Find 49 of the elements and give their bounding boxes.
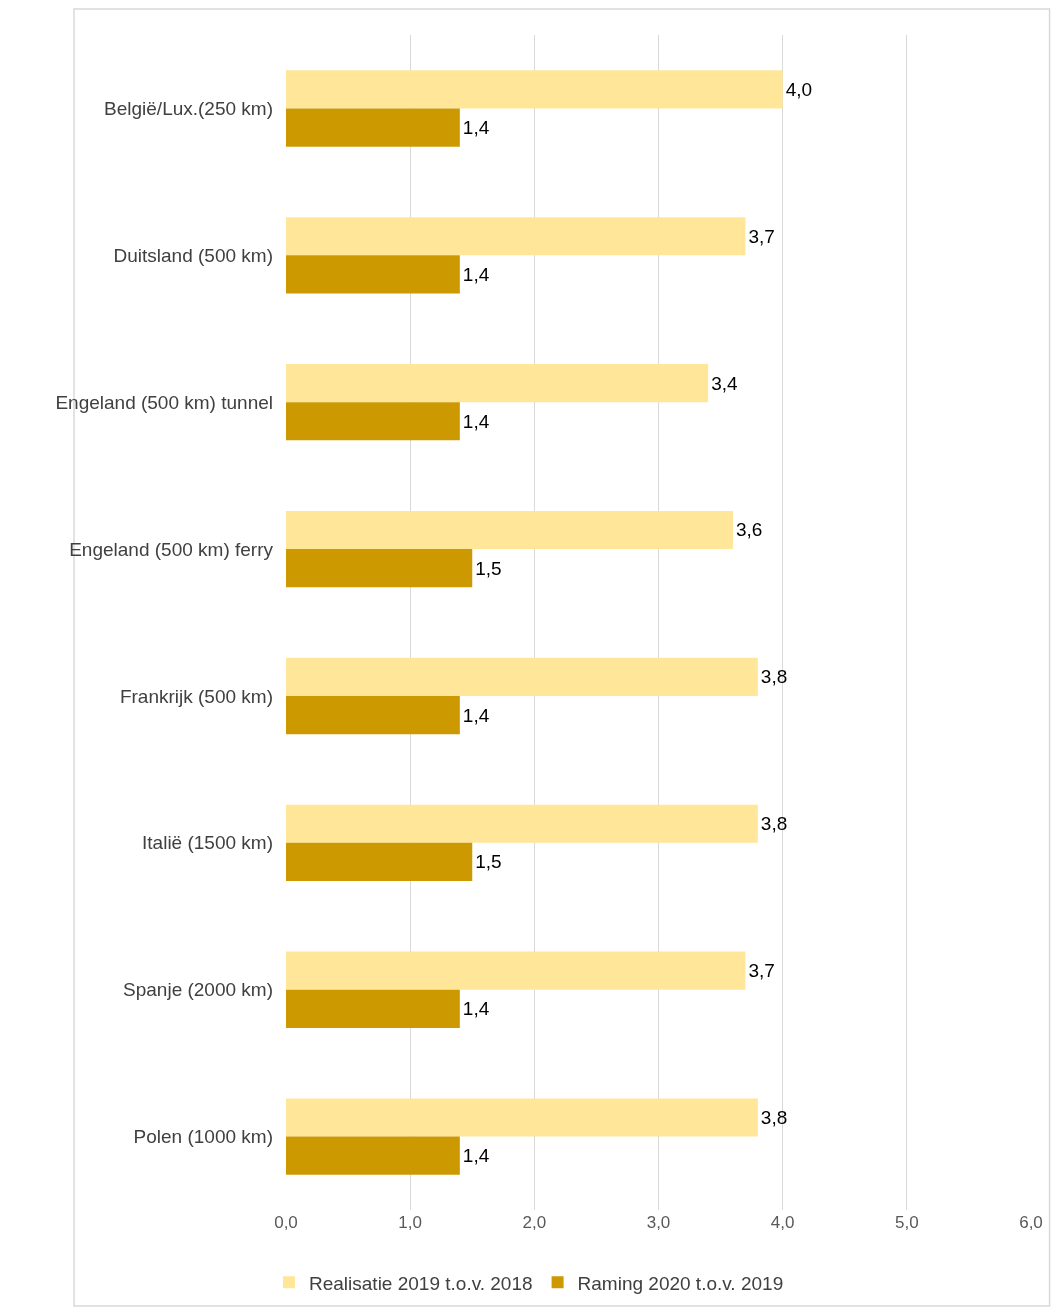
- bar: [286, 70, 783, 109]
- bar: [286, 108, 460, 147]
- bar: [286, 402, 460, 441]
- data-label: 1,4: [462, 117, 490, 139]
- legend-label: Realisatie 2019 t.o.v. 2018: [309, 1272, 533, 1294]
- data-label: 1,4: [462, 1145, 490, 1167]
- data-label: 1,5: [475, 557, 502, 579]
- y-tick-label: Polen (1000 km): [133, 1126, 273, 1148]
- data-label: 3,8: [760, 1106, 788, 1128]
- bar: [286, 1136, 460, 1175]
- data-label: 3,7: [748, 960, 775, 982]
- y-tick-label: Engeland (500 km) ferry: [69, 538, 274, 560]
- bar: [286, 657, 758, 696]
- bar: [286, 217, 746, 256]
- y-tick-label: Italië (1500 km): [142, 832, 273, 854]
- bar: [286, 951, 746, 990]
- bar: [286, 510, 733, 550]
- bar: [286, 255, 460, 294]
- data-label: 3,4: [711, 372, 739, 394]
- data-label: 1,4: [462, 998, 490, 1020]
- x-tick-label: 1,0: [398, 1213, 422, 1232]
- y-tick-label: Spanje (2000 km): [123, 979, 273, 1001]
- x-tick-label: 3,0: [646, 1213, 671, 1232]
- y-tick-label: Frankrijk (500 km): [119, 685, 273, 707]
- bar: [286, 364, 709, 403]
- data-label: 3,8: [760, 666, 788, 688]
- y-tick-label: Engeland (500 km) tunnel: [55, 391, 273, 413]
- bar: [286, 695, 460, 735]
- data-label: 3,6: [736, 519, 763, 541]
- y-tick-label: België/Lux.(250 km): [104, 98, 273, 120]
- data-label: 3,8: [760, 813, 788, 835]
- data-label: 1,4: [462, 704, 490, 726]
- bar: [286, 1098, 758, 1137]
- data-label: 4,0: [785, 78, 813, 100]
- y-tick-label: Duitsland (500 km): [113, 244, 273, 266]
- data-label: 3,7: [748, 225, 775, 247]
- x-tick-label: 0,0: [274, 1213, 298, 1232]
- data-label: 1,4: [462, 410, 490, 432]
- bar: [286, 549, 473, 588]
- x-tick-label: 5,0: [895, 1213, 919, 1232]
- legend-label: Raming 2020 t.o.v. 2019: [577, 1272, 784, 1294]
- bar: [286, 804, 758, 843]
- x-tick-label: 2,0: [522, 1213, 547, 1232]
- data-label: 1,5: [475, 851, 502, 873]
- x-tick-label: 4,0: [770, 1213, 795, 1232]
- bar: [286, 842, 473, 881]
- bar: [286, 989, 460, 1028]
- x-tick-label: 6,0: [1019, 1213, 1043, 1232]
- data-label: 1,4: [462, 263, 490, 285]
